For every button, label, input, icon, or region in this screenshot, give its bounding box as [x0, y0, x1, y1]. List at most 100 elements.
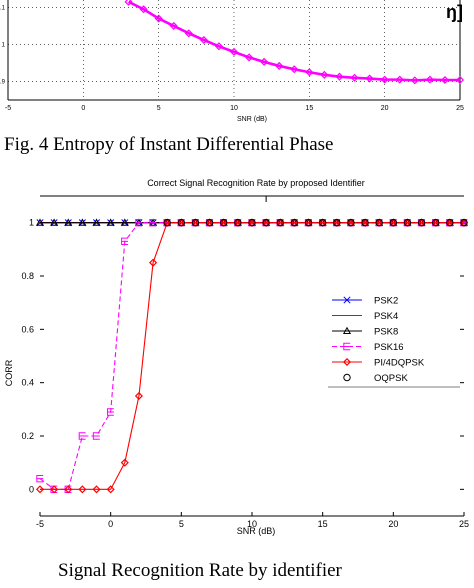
series-pi-4dqpsk-point	[134, 391, 143, 401]
entropy-point	[154, 14, 163, 23]
legend-psk2-marker	[343, 296, 351, 304]
series-oqpsk-point	[432, 218, 440, 227]
entropy-point	[184, 29, 193, 38]
entropy-x-tick-label: 10	[230, 105, 238, 112]
entropy-x-tick-label: 20	[381, 105, 389, 112]
series-oqpsk-point	[361, 218, 369, 227]
series-oqpsk-point	[262, 218, 270, 227]
recognition-x-tick-label: -5	[36, 519, 44, 529]
legend-psk2-label: PSK2	[374, 296, 398, 307]
entropy-point	[365, 74, 374, 83]
series-oqpsk-point	[234, 218, 242, 227]
series-psk16-point	[106, 408, 114, 416]
series-pi-4dqpsk-point	[35, 485, 45, 494]
series-psk16-point	[36, 474, 44, 483]
recognition-x-tick-label: 10	[247, 519, 257, 529]
recognition-series	[35, 218, 469, 494]
entropy-point	[199, 35, 208, 45]
recognition-x-tick-label: 0	[108, 519, 113, 529]
entropy-point	[380, 75, 389, 84]
entropy-y-tick-label: 1	[2, 42, 6, 48]
recognition-chart-title: Correct Signal Recognition Rate by propo…	[147, 178, 365, 188]
series-oqpsk-point	[276, 218, 284, 227]
series-psk8-point	[106, 218, 115, 226]
series-psk8-point	[120, 218, 129, 226]
series-psk8-point	[64, 218, 73, 226]
recognition-tick-labels: -5 0 5 10 15 20 25 0 0.2 0.4 0.6 0.8 1	[21, 218, 469, 529]
series-psk8-point	[92, 218, 101, 226]
recognition-y-tick-label: 1	[29, 218, 34, 228]
series-psk8-point	[78, 218, 87, 226]
series-oqpsk-point	[177, 218, 186, 227]
entropy-y-tick-label: 1.1	[0, 5, 6, 11]
entropy-point	[410, 76, 419, 85]
series-pi-4dqpsk-point	[64, 485, 73, 494]
fig5-caption: Signal Recognition Rate by identifier	[58, 560, 342, 581]
entropy-point	[124, 0, 133, 6]
series-oqpsk-point	[163, 218, 171, 227]
series-oqpsk-point	[248, 218, 256, 227]
entropy-x-tick-label: -5	[5, 105, 11, 112]
recognition-y-tick-label: 0.2	[21, 431, 34, 441]
recognition-axes	[39, 195, 465, 517]
series-oqpsk-point	[460, 218, 468, 227]
entropy-point	[229, 47, 239, 56]
entropy-grid	[8, 0, 460, 100]
series-pi-4dqpsk-point	[106, 485, 115, 494]
entropy-point	[169, 21, 178, 30]
entropy-point	[335, 72, 344, 81]
series-oqpsk-point	[205, 218, 214, 227]
entropy-line	[127, 0, 460, 82]
recognition-xlabel: SNR (dB)	[237, 526, 276, 536]
entropy-point	[455, 75, 465, 85]
series-pi-4dqpsk-point	[92, 485, 101, 494]
entropy-x-tick-label: 15	[305, 105, 313, 112]
series-psk16	[36, 218, 468, 494]
series-pi-4dqpsk-point	[149, 258, 158, 267]
series-oqpsk-point	[304, 218, 313, 227]
legend-psk16-label: PSK16	[374, 342, 404, 353]
entropy-point	[275, 61, 284, 70]
series-oqpsk-point	[191, 218, 200, 227]
legend-psk4-label: PSK4	[374, 311, 398, 322]
series-psk16-point	[121, 237, 128, 246]
series-psk8-point	[35, 218, 45, 226]
entropy-point	[290, 65, 299, 74]
entropy-point	[395, 75, 404, 84]
series-oqpsk-point	[220, 218, 228, 227]
series-pi-4dqpsk-point	[120, 458, 129, 467]
entropy-point	[305, 68, 314, 77]
series-psk16-point	[149, 218, 157, 227]
entropy-tick-labels: -5 0 5 10 15 20 25 1.1 1 0.9	[0, 5, 464, 112]
legend-psk16-marker	[343, 342, 351, 351]
entropy-chart: -5 0 5 10 15 20 25 1.1 1 0.9 SNR (dB) ŋ]	[0, 0, 465, 123]
entropy-x-tick-label: 25	[456, 105, 464, 112]
series-psk16-point	[92, 432, 100, 440]
series-psk16-point	[78, 432, 86, 440]
series-oqpsk	[163, 218, 468, 227]
entropy-point	[320, 70, 329, 79]
series-oqpsk-point	[333, 218, 341, 227]
series-psk16-point	[135, 218, 143, 227]
recognition-y-tick-label: 0.6	[21, 324, 34, 334]
series-psk16-line	[39, 222, 464, 490]
series-pi-4dqpsk-line	[40, 222, 464, 490]
series-pi-4dqpsk	[35, 218, 469, 494]
entropy-point	[245, 53, 254, 62]
series-oqpsk-point	[403, 218, 412, 227]
recognition-x-tick-label: 25	[459, 519, 469, 529]
series-pi-4dqpsk-point	[50, 485, 59, 494]
entropy-y-tick-label: 0.9	[0, 79, 6, 85]
fig4-caption: Fig. 4 Entropy of Instant Differential P…	[4, 134, 334, 155]
series-oqpsk-point	[290, 218, 299, 227]
recognition-x-tick-label: 15	[318, 519, 328, 529]
legend-pi-4dqpsk-label: PI/4DQPSK	[374, 358, 425, 369]
legend-oqpsk-label: OQPSK	[374, 373, 408, 384]
legend-oqpsk-marker	[343, 373, 351, 382]
entropy-x-tick-label: 0	[81, 105, 85, 112]
recognition-rate-chart: Correct Signal Recognition Rate by propo…	[4, 178, 469, 536]
recognition-x-tick-label: 20	[388, 519, 398, 529]
recognition-y-tick-label: 0	[29, 484, 34, 494]
series-oqpsk-point	[417, 218, 426, 227]
series-psk8-point	[50, 218, 59, 226]
